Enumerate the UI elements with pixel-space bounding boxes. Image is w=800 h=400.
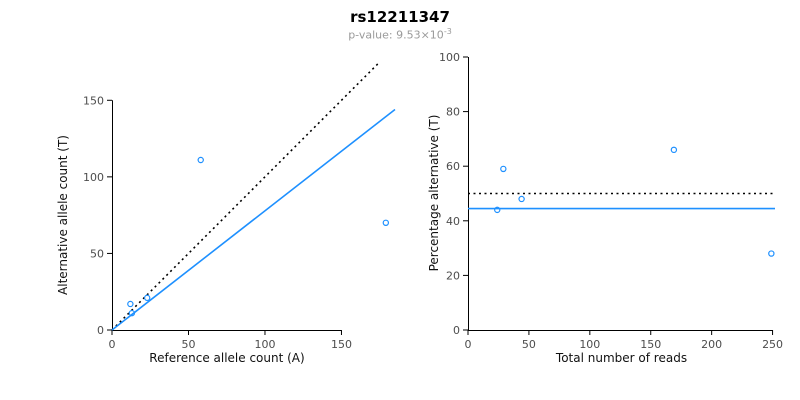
x-tick-label: 50 — [181, 338, 195, 351]
x-tick-label: 100 — [579, 338, 600, 351]
data-point — [127, 300, 134, 308]
x-tick-label: 200 — [701, 338, 722, 351]
pvalue-text: p-value: 9.53×10 — [348, 28, 444, 42]
y-tick-label: 0 — [97, 324, 104, 337]
x-tick-label: 250 — [762, 338, 783, 351]
x-tick-label: 100 — [254, 338, 275, 351]
data-point — [500, 165, 507, 173]
y-tick-label: 60 — [446, 160, 460, 173]
y-tick-label: 80 — [446, 106, 460, 119]
y-tick-label: 100 — [439, 51, 460, 64]
fit-line — [111, 108, 396, 331]
x-tick-label: 50 — [522, 338, 536, 351]
right-xaxis-title: Total number of reads — [555, 351, 688, 365]
right-yaxis-title: Percentage alternative (T) — [427, 114, 441, 272]
data-point — [518, 195, 525, 203]
pvalue-subtitle: p-value: 9.53×10-3 — [0, 27, 800, 42]
x-tick-label: 150 — [640, 338, 661, 351]
y-tick-label: 100 — [83, 171, 104, 184]
x-tick-label: 0 — [465, 338, 472, 351]
y-tick-label: 20 — [446, 269, 460, 282]
y-tick-label: 50 — [90, 247, 104, 260]
data-point — [768, 250, 775, 257]
data-point — [382, 219, 390, 226]
data-point — [670, 146, 678, 154]
y-tick-label: 40 — [446, 215, 460, 228]
figure-title: rs12211347 — [350, 8, 450, 26]
data-point — [143, 294, 151, 302]
left-yaxis-title: Alternative allele count (T) — [56, 135, 70, 295]
left-xaxis-title: Reference allele count (A) — [149, 351, 305, 365]
x-tick-label: 0 — [109, 338, 116, 351]
x-tick-label: 150 — [331, 338, 352, 351]
data-point — [128, 309, 136, 317]
data-point — [494, 206, 501, 214]
data-point — [197, 156, 204, 164]
pvalue-exponent: -3 — [443, 27, 452, 36]
y-tick-label: 150 — [83, 94, 104, 107]
identity-line — [111, 61, 381, 331]
y-tick-label: 0 — [453, 324, 460, 337]
